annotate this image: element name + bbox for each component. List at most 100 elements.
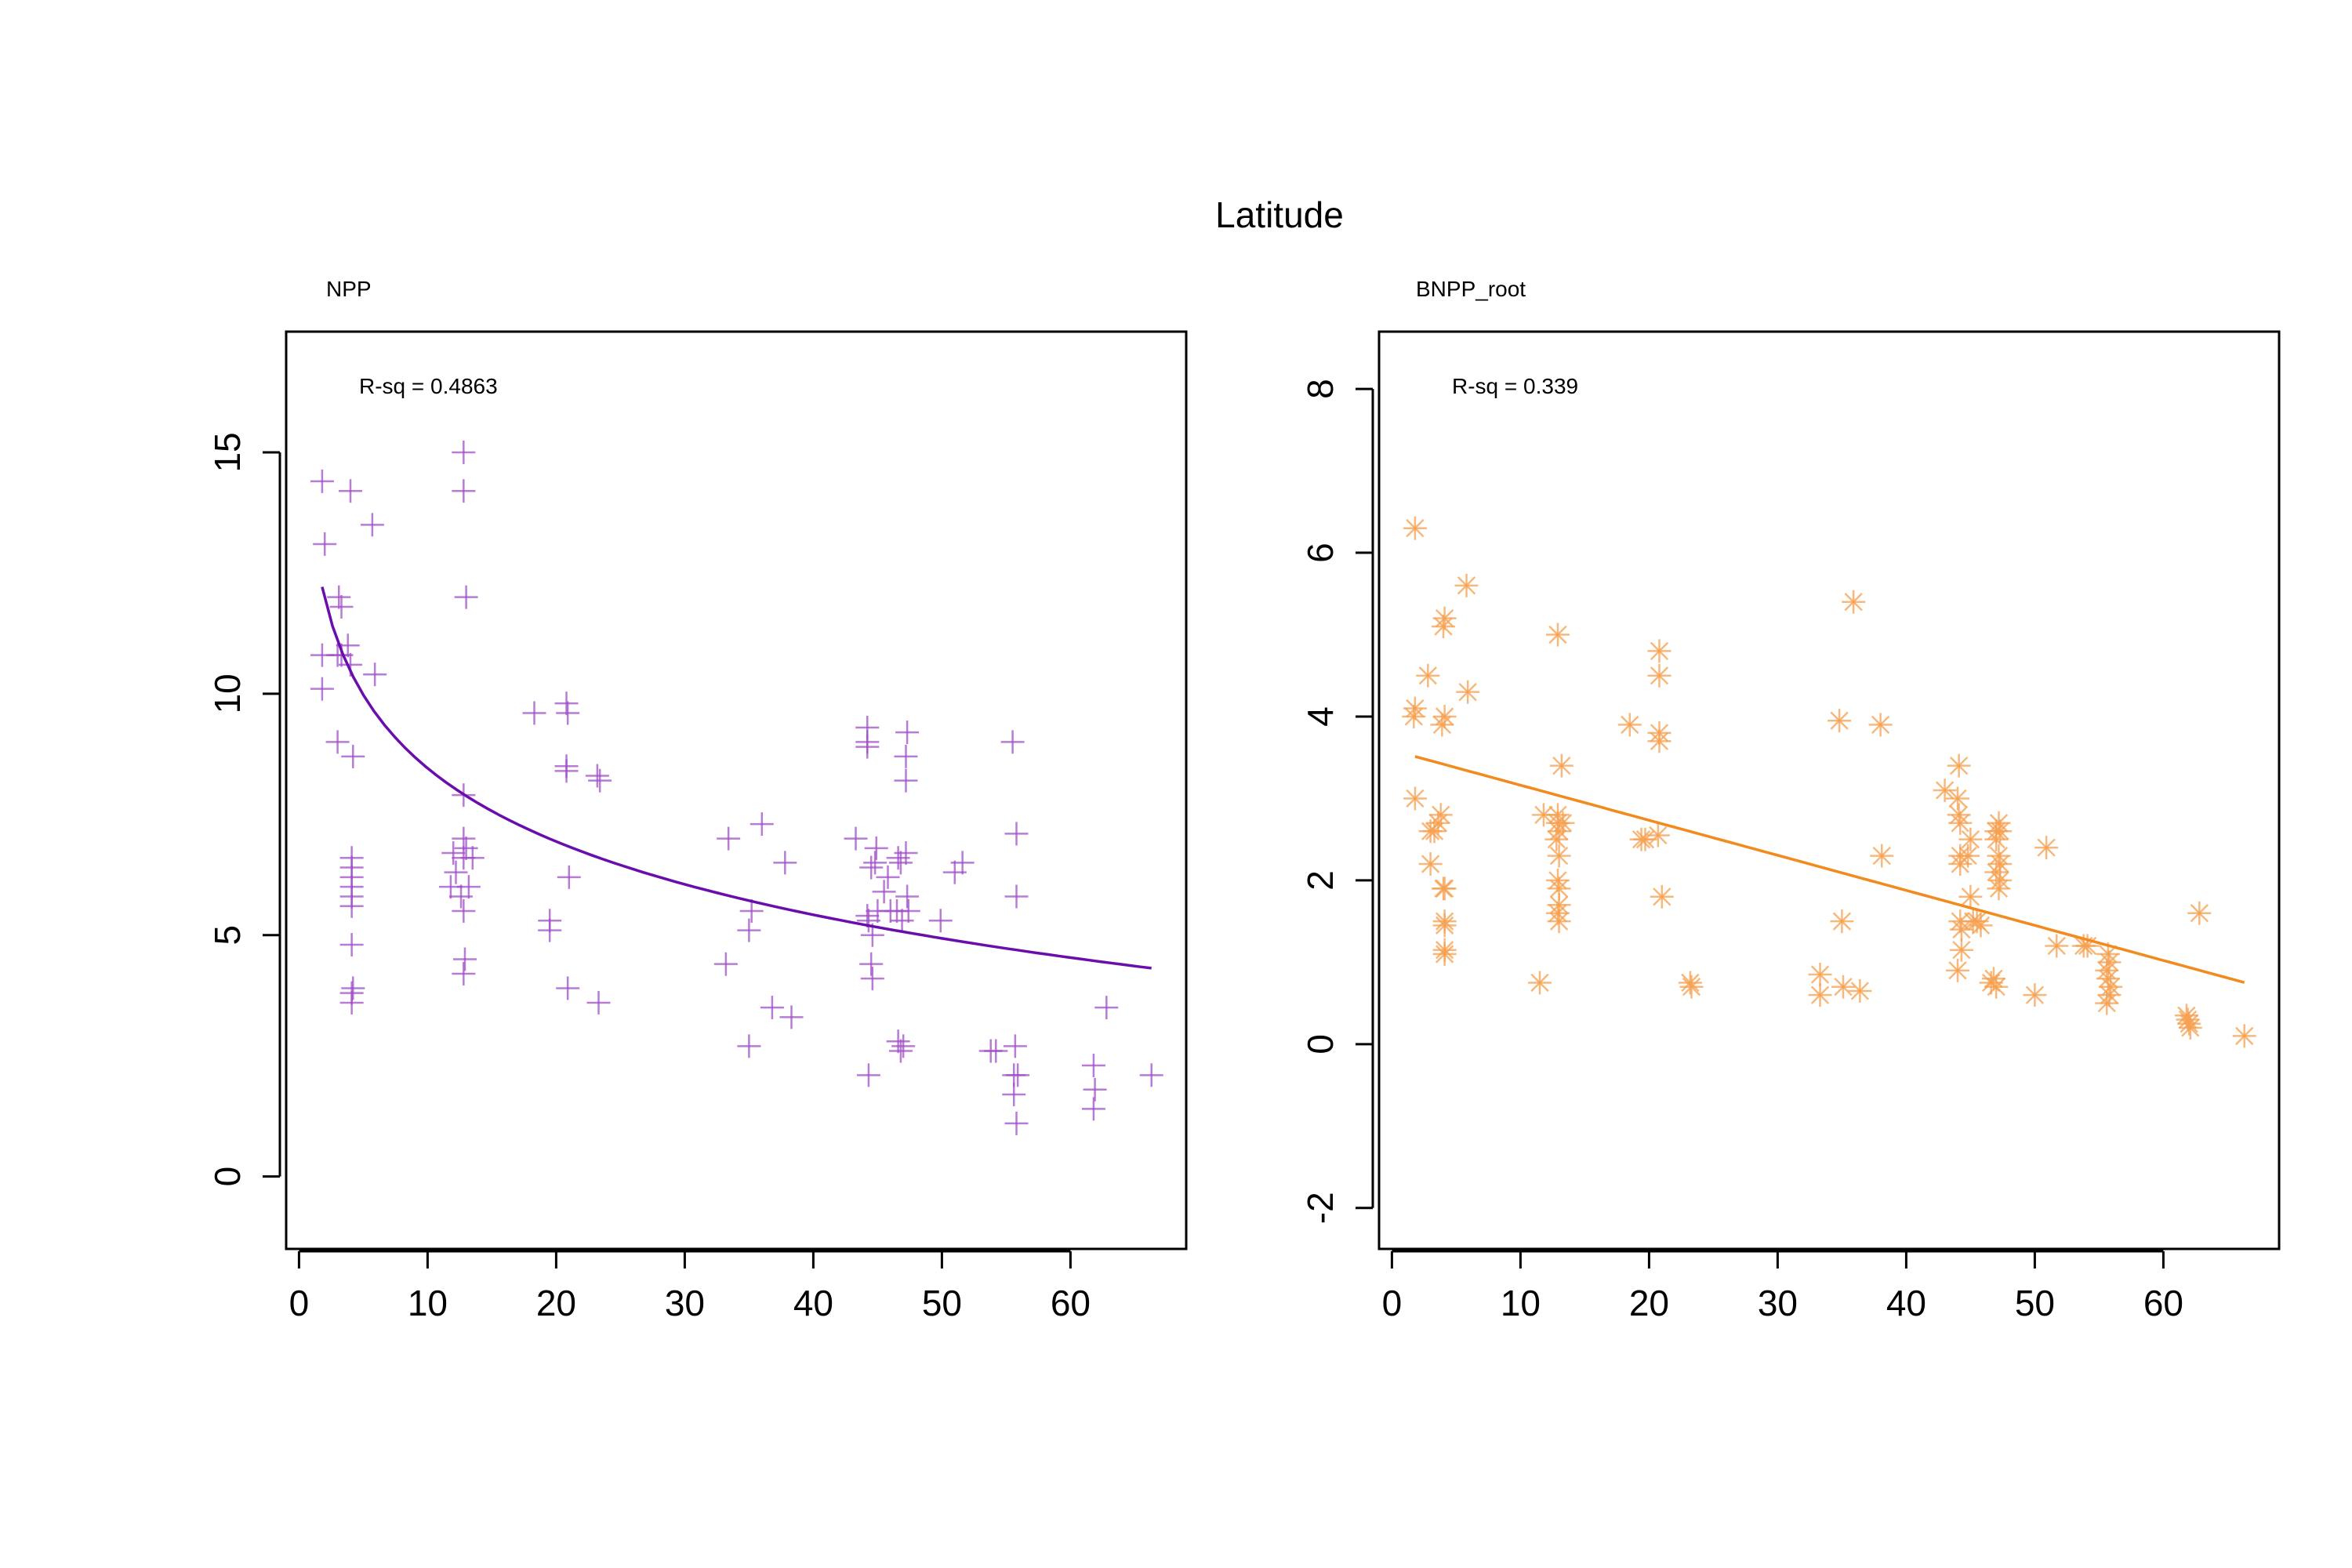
bnpp-root-data-point xyxy=(1958,827,1983,851)
npp-data-point xyxy=(341,976,365,1000)
npp-data-point xyxy=(895,720,920,745)
bnpp-root-data-point xyxy=(1946,958,1969,982)
bnpp-root-data-point xyxy=(1956,844,1980,868)
bnpp-root-data-point xyxy=(2177,1011,2201,1036)
npp-data-point xyxy=(452,962,476,985)
npp-data-point xyxy=(585,764,609,788)
bnpp-root-data-point xyxy=(1403,786,1427,811)
bnpp-root-data-point xyxy=(1946,786,1969,811)
npp-data-point xyxy=(1083,1077,1107,1102)
npp-x-tick-label: 20 xyxy=(536,1283,576,1323)
bnpp-root-data-point xyxy=(1454,573,1479,597)
npp-axes: 0 10 20 30 40 50 60 0 5 10 15 xyxy=(207,432,1091,1323)
bnpp-root-data-point xyxy=(1633,827,1657,851)
npp-data-point xyxy=(339,990,364,1014)
bnpp-root-data-point xyxy=(1545,622,1570,647)
npp-data-point xyxy=(454,585,478,609)
bnpp-root-r-squared-label: R-sq = 0.339 xyxy=(1452,374,1578,398)
bnpp-root-data-point xyxy=(1678,971,1702,995)
npp-data-point xyxy=(950,851,975,875)
bnpp-root-data-point xyxy=(1870,844,1894,868)
bnpp-root-data-point xyxy=(1848,978,1872,1003)
bnpp-root-data-point xyxy=(1949,938,1973,962)
bnpp-root-data-point xyxy=(1432,704,1457,728)
bnpp-root-data-point xyxy=(1456,680,1480,704)
npp-data-point xyxy=(895,884,920,909)
npp-data-point xyxy=(363,662,387,687)
bnpp-root-axes: 0 10 20 30 40 50 60 -2 0 2 4 6 8 xyxy=(1300,379,2183,1323)
bnpp-root-y-tick-label: 6 xyxy=(1300,543,1341,563)
npp-panel: NPP R-sq = 0.4863 0 10 20 30 40 50 60 0 5 10 15 xyxy=(207,277,1188,1323)
bnpp-root-data-point xyxy=(1551,811,1575,835)
bnpp-root-data-point xyxy=(1547,909,1571,934)
npp-data-point xyxy=(750,812,774,837)
bnpp-root-data-point xyxy=(1948,811,1973,835)
npp-y-tick-label: 10 xyxy=(207,673,248,713)
bnpp-root-panel-title: BNPP_root xyxy=(1416,277,1526,301)
bnpp-root-data-point xyxy=(2095,958,2119,982)
bnpp-root-data-point xyxy=(1402,704,1426,728)
bnpp-root-data-point xyxy=(1650,884,1674,909)
bnpp-root-data-point xyxy=(2232,1024,2256,1048)
bnpp-root-data-point xyxy=(1432,942,1457,966)
bnpp-root-y-tick-label: 0 xyxy=(1300,1034,1341,1054)
bnpp-root-data-point xyxy=(2034,836,2059,860)
npp-data-point xyxy=(460,846,485,870)
npp-data-point xyxy=(313,532,337,556)
npp-data-point xyxy=(1004,1111,1029,1135)
npp-data-point xyxy=(557,865,581,889)
bnpp-root-data-point xyxy=(1432,606,1457,630)
npp-data-point xyxy=(885,898,909,923)
bnpp-root-data-point xyxy=(1528,971,1552,995)
bnpp-root-data-point xyxy=(1808,983,1832,1007)
bnpp-root-x-tick-label: 0 xyxy=(1382,1283,1403,1323)
bnpp-root-data-point xyxy=(2023,983,2047,1007)
bnpp-root-x-tick-label: 10 xyxy=(1501,1283,1541,1323)
bnpp-root-data-point xyxy=(1828,709,1852,733)
bnpp-root-data-point xyxy=(1988,868,2013,892)
npp-panel-title: NPP xyxy=(326,277,372,301)
npp-data-point xyxy=(310,469,334,493)
bnpp-root-data-point xyxy=(1647,663,1671,688)
npp-data-point xyxy=(891,1034,916,1058)
npp-x-tick-label: 50 xyxy=(922,1283,962,1323)
npp-data-point xyxy=(1003,1034,1027,1058)
npp-data-point xyxy=(325,730,350,754)
npp-y-tick-label: 5 xyxy=(207,925,248,946)
npp-data-point xyxy=(760,996,784,1020)
npp-data-point xyxy=(890,909,914,933)
npp-data-point xyxy=(538,918,562,942)
bnpp-root-y-tick-label: 2 xyxy=(1300,870,1341,891)
npp-data-point xyxy=(1081,1054,1105,1077)
bnpp-root-x-tick-label: 50 xyxy=(2015,1283,2055,1323)
bnpp-root-data-point xyxy=(1868,713,1893,737)
npp-y-tick-label: 15 xyxy=(207,432,248,472)
bnpp-root-fit-line xyxy=(1414,755,2245,984)
bnpp-root-data-point xyxy=(1617,713,1642,737)
npp-data-point xyxy=(855,904,880,928)
npp-data-point xyxy=(888,1039,913,1063)
bnpp-root-data-point xyxy=(1647,639,1671,663)
bnpp-root-x-tick-label: 40 xyxy=(1886,1283,1926,1323)
bnpp-root-plot-frame xyxy=(1377,330,2281,1250)
npp-data-point xyxy=(863,851,887,875)
npp-data-point xyxy=(928,909,953,933)
bnpp-root-data-point xyxy=(1831,975,1856,999)
bnpp-root-data-point xyxy=(1947,753,1971,778)
bnpp-root-data-point xyxy=(1646,823,1670,848)
npp-data-point xyxy=(327,585,351,609)
bnpp-root-data-point xyxy=(1647,729,1671,753)
npp-data-point xyxy=(894,744,918,768)
bnpp-root-data-point xyxy=(1416,663,1440,688)
bnpp-root-data-point xyxy=(1988,819,2013,844)
npp-x-tick-label: 60 xyxy=(1051,1283,1091,1323)
npp-data-point xyxy=(717,826,741,851)
bnpp-root-data-point xyxy=(1984,975,2009,999)
npp-data-point xyxy=(444,860,468,884)
npp-data-point xyxy=(773,851,797,875)
bnpp-root-data-point xyxy=(1403,516,1427,540)
npp-data-point xyxy=(588,768,612,793)
bnpp-root-data-point xyxy=(1432,877,1455,901)
npp-x-tick-label: 40 xyxy=(793,1283,833,1323)
